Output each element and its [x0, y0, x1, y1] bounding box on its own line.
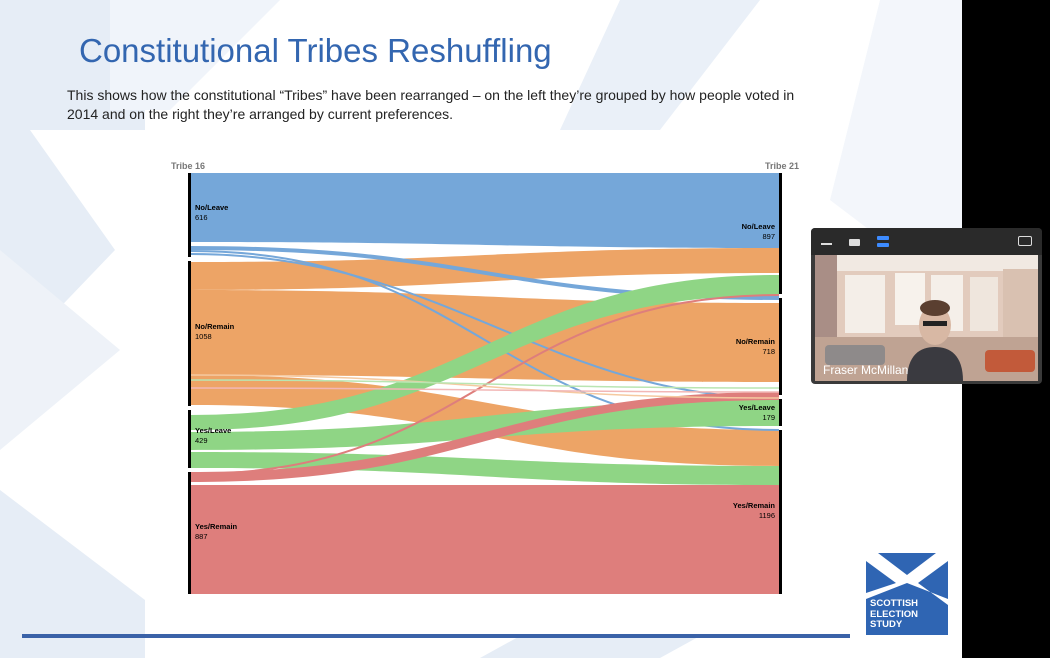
sankey-chart: Tribe 16 Tribe 21 No/Leave 616 No/Remain… [146, 130, 824, 636]
left-header: Tribe 16 [171, 161, 205, 171]
speaker-view-icon[interactable] [877, 236, 889, 248]
right-header: Tribe 21 [765, 161, 799, 171]
left-value-no-leave: 616 [195, 213, 208, 222]
scottish-election-study-logo [866, 553, 948, 635]
slide-background-shapes [0, 0, 962, 658]
flow-yesleave-to-yesremain [191, 452, 779, 485]
slide-title: Constitutional Tribes Reshuffling [79, 32, 552, 69]
slide-bottom-rule [22, 634, 850, 638]
sankey-node-bars [188, 173, 782, 594]
logo-line-1: SCOTTISH [870, 598, 919, 609]
flow-yesleave-to-yesleave [191, 400, 779, 450]
right-label-no-leave: No/Leave [742, 222, 775, 231]
thumbnail-view-icon[interactable] [849, 239, 860, 246]
right-value-yes-remain: 1196 [759, 511, 775, 520]
slide-subtitle: This shows how the constitutional “Tribe… [67, 87, 795, 122]
flow-faint-line-13 [190, 374, 780, 399]
fullscreen-icon[interactable] [1018, 236, 1032, 246]
left-bar-yes-remain [188, 472, 191, 594]
flow-yesremain-to-yesremain [191, 485, 779, 594]
flow-noleave-to-noleave [191, 173, 779, 248]
flow-noremain-to-noremain [191, 290, 779, 382]
sankey-flows [190, 173, 780, 594]
right-label-no-remain: No/Remain [736, 337, 776, 346]
left-value-yes-remain: 887 [195, 532, 208, 541]
presentation-slide: Constitutional Tribes Reshuffling This s… [0, 0, 962, 658]
right-bar-yes-leave [779, 399, 782, 426]
right-value-no-leave: 897 [762, 232, 775, 241]
logo-line-3: STUDY [870, 619, 903, 630]
right-label-yes-remain: Yes/Remain [733, 501, 776, 510]
participant-video-feed: Fraser McMillan [815, 255, 1038, 381]
left-bar-yes-leave [188, 410, 191, 468]
video-toolbar [811, 228, 1042, 255]
flow-faint-line-15 [190, 387, 780, 393]
right-value-yes-leave: 179 [762, 413, 775, 422]
left-label-no-remain: No/Remain [195, 322, 235, 331]
left-bar-no-remain [188, 261, 191, 406]
right-bar-no-leave [779, 173, 782, 294]
sankey-svg: Tribe 16 Tribe 21 No/Leave 616 No/Remain… [171, 161, 799, 594]
right-label-yes-leave: Yes/Leave [739, 403, 775, 412]
flow-faint-line-14 [190, 379, 780, 389]
flow-yesremain-to-yesleave [191, 392, 779, 482]
logo-text: SCOTTISH ELECTION STUDY [870, 598, 919, 631]
left-bar-no-leave [188, 173, 191, 257]
flow-noleave-to-yesleave [190, 253, 780, 399]
left-value-no-remain: 1058 [195, 332, 212, 341]
left-value-yes-leave: 429 [195, 436, 208, 445]
left-label-no-leave: No/Leave [195, 203, 228, 212]
right-bar-no-remain [779, 298, 782, 395]
video-participant-panel[interactable]: Fraser McMillan [811, 228, 1042, 384]
flow-noremain-to-noleave [191, 248, 779, 290]
right-value-no-remain: 718 [762, 347, 775, 356]
flow-yesleave-to-noremain [191, 275, 779, 430]
logo-line-2: ELECTION [870, 608, 919, 620]
left-label-yes-remain: Yes/Remain [195, 522, 238, 531]
participant-video-image [815, 255, 1038, 381]
right-bar-yes-remain [779, 430, 782, 594]
minimize-icon[interactable] [821, 243, 832, 245]
left-label-yes-leave: Yes/Leave [195, 426, 231, 435]
participant-name: Fraser McMillan [823, 363, 909, 377]
